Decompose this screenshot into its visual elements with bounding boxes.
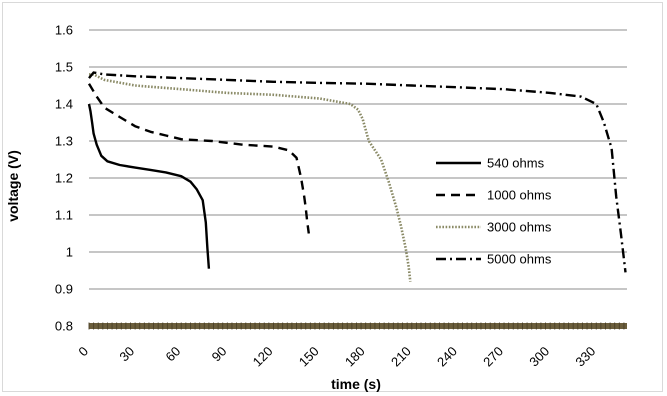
- legend-label: 540 ohms: [487, 156, 545, 171]
- legend-label: 5000 ohms: [487, 252, 552, 267]
- x-axis-line: [89, 323, 627, 329]
- x-tick-label: 60: [163, 344, 184, 365]
- x-tick-label: 330: [572, 344, 598, 370]
- y-tick-label: 1.6: [55, 23, 73, 38]
- y-tick-label: 1.3: [55, 134, 73, 149]
- y-tick-label: 0.8: [55, 319, 73, 334]
- series-line: [87, 83, 310, 234]
- gridlines: [88, 29, 627, 330]
- x-tick-label: 150: [296, 344, 322, 370]
- y-tick-label: 1: [66, 245, 73, 260]
- series-lines: [87, 71, 627, 282]
- legend-label: 1000 ohms: [487, 188, 552, 203]
- x-tick-label: 180: [342, 344, 368, 370]
- x-tick-label: 0: [75, 344, 91, 360]
- y-tick-label: 1.1: [55, 208, 73, 223]
- legend-label: 3000 ohms: [487, 220, 552, 235]
- x-tick-label: 30: [116, 344, 137, 365]
- x-tick-label: 210: [388, 344, 414, 370]
- series-line: [87, 103, 211, 269]
- y-axis-ticks: 0.8 0.9 1 1.1 1.2 1.3 1.4 1.5 1.6: [55, 23, 73, 334]
- y-axis-title: voltage (V): [5, 150, 21, 222]
- x-tick-label: 300: [526, 344, 552, 370]
- y-tick-label: 1.4: [55, 97, 73, 112]
- y-tick-label: 1.5: [55, 60, 73, 75]
- series-line: [88, 71, 627, 273]
- x-tick-label: 120: [250, 344, 276, 370]
- y-tick-label: 1.2: [55, 171, 73, 186]
- legend: 540 ohms 1000 ohms 3000 ohms 5000 ohms: [436, 156, 552, 267]
- y-tick-label: 0.9: [55, 282, 73, 297]
- x-tick-label: 270: [480, 344, 506, 370]
- x-tick-label: 90: [209, 344, 230, 365]
- x-axis-ticks: 0 30 60 90 120 150 180 210 240 270 300 330: [75, 344, 598, 370]
- x-tick-label: 240: [434, 344, 460, 370]
- x-axis-title: time (s): [331, 376, 381, 392]
